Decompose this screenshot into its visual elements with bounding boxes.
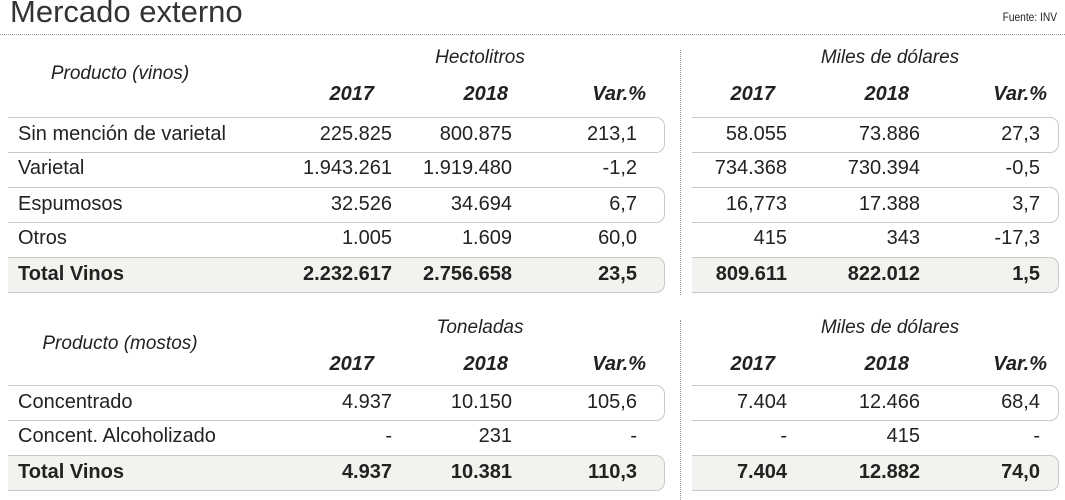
value-cell: -	[1033, 425, 1040, 447]
value-cell: 27,3	[1001, 123, 1040, 145]
unit-header-right: Miles de dólares	[820, 317, 960, 338]
product-header: Producto (mostos)	[42, 333, 198, 354]
year-header: Var.%	[592, 353, 646, 375]
section-separator	[680, 50, 681, 295]
value-cell: 1.609	[461, 227, 512, 249]
value-cell: 105,6	[586, 391, 637, 413]
value-cell: 7.404	[736, 461, 787, 483]
year-header: Var.%	[993, 353, 1047, 375]
value-cell: 73.886	[858, 123, 920, 145]
table-row: - 415 -	[692, 420, 1058, 454]
value-cell: 12.882	[858, 461, 920, 483]
page-title: Mercado externo	[10, 0, 243, 29]
value-cell: 1.919.480	[423, 157, 512, 179]
value-cell: 225.825	[319, 123, 392, 145]
value-cell: 23,5	[598, 263, 637, 285]
value-cell: 10.381	[450, 461, 512, 483]
table-row: 58.055 73.886 27,3	[692, 117, 1059, 153]
value-cell: 110,3	[588, 461, 637, 483]
value-cell: 7.404	[736, 391, 787, 413]
row-label: Varietal	[18, 157, 85, 179]
value-cell: 4.937	[341, 461, 392, 483]
value-cell: 231	[478, 425, 512, 447]
value-cell: -	[780, 425, 787, 447]
year-header: 2017	[329, 83, 375, 105]
value-cell: 1.005	[341, 227, 392, 249]
value-cell: 10.150	[450, 391, 512, 413]
unit-header-left: Toneladas	[436, 317, 524, 338]
value-cell: 2.232.617	[303, 263, 392, 285]
value-cell: 822.012	[847, 263, 920, 285]
value-cell: 734.368	[714, 157, 787, 179]
year-header: 2017	[730, 353, 776, 375]
unit-header-left: Hectolitros	[435, 47, 525, 68]
value-cell: 213,1	[586, 123, 637, 145]
value-cell: -	[385, 425, 392, 447]
row-label: Espumosos	[18, 193, 123, 215]
value-cell: 2.756.658	[423, 263, 512, 285]
value-cell: -0,5	[1005, 157, 1040, 179]
value-cell: -	[630, 425, 637, 447]
year-header: 2018	[463, 83, 509, 105]
row-label: Otros	[18, 227, 67, 249]
value-cell: 800.875	[439, 123, 512, 145]
table-row: Varietal 1.943.261 1.919.480 -1,2	[8, 152, 664, 186]
table-row: Otros 1.005 1.609 60,0	[8, 222, 664, 256]
table-row: 734.368 730.394 -0,5	[692, 152, 1058, 186]
year-header: 2017	[329, 353, 375, 375]
table-row: Sin mención de varietal 225.825 800.875 213…	[8, 117, 665, 153]
year-header: 2018	[463, 353, 509, 375]
table-row: Concentrado 4.937 10.150 105,6	[8, 385, 665, 421]
row-label: Total Vinos	[18, 461, 124, 483]
table-row: Concent. Alcoholizado - 231 -	[8, 420, 664, 454]
total-row: 7.404 12.882 74,0	[692, 455, 1059, 491]
row-label: Total Vinos	[18, 263, 124, 285]
product-header: Producto (vinos)	[50, 63, 190, 84]
value-cell: 34.694	[450, 193, 512, 215]
row-label: Sin mención de varietal	[18, 123, 226, 145]
divider	[0, 34, 1065, 35]
value-cell: 6,7	[609, 193, 637, 215]
year-header: Var.%	[993, 83, 1047, 105]
table-row: 16,773 17.388 3,7	[692, 187, 1059, 223]
source-note: Fuente: INV	[1002, 10, 1057, 24]
row-label: Concent. Alcoholizado	[18, 425, 216, 447]
total-row: Total Vinos 2.232.617 2.756.658 23,5	[8, 257, 665, 293]
year-header: 2018	[864, 83, 910, 105]
value-cell: 4.937	[341, 391, 392, 413]
value-cell: 809.611	[715, 263, 787, 285]
value-cell: -1,2	[602, 157, 637, 179]
value-cell: 17.388	[858, 193, 920, 215]
table-row: 7.404 12.466 68,4	[692, 385, 1059, 421]
table-row: Espumosos 32.526 34.694 6,7	[8, 187, 665, 223]
value-cell: 1.943.261	[303, 157, 392, 179]
value-cell: 16,773	[725, 193, 787, 215]
year-header: 2018	[864, 353, 910, 375]
value-cell: 343	[886, 227, 920, 249]
value-cell: 415	[886, 425, 920, 447]
year-header: 2017	[730, 83, 776, 105]
value-cell: 12.466	[858, 391, 920, 413]
total-row: Total Vinos 4.937 10.381 110,3	[8, 455, 665, 491]
value-cell: 32.526	[330, 193, 392, 215]
section-separator	[680, 320, 681, 500]
value-cell: 1,5	[1012, 263, 1040, 285]
value-cell: 74,0	[1001, 461, 1040, 483]
total-row: 809.611 822.012 1,5	[692, 257, 1059, 293]
value-cell: 3,7	[1012, 193, 1040, 215]
value-cell: 415	[753, 227, 787, 249]
unit-header-right: Miles de dólares	[820, 47, 960, 68]
table-row: 415 343 -17,3	[692, 222, 1058, 256]
value-cell: 58.055	[725, 123, 787, 145]
value-cell: -17,3	[994, 227, 1040, 249]
row-label: Concentrado	[18, 391, 133, 413]
value-cell: 730.394	[847, 157, 920, 179]
value-cell: 60,0	[598, 227, 637, 249]
year-header: Var.%	[592, 83, 646, 105]
value-cell: 68,4	[1001, 391, 1040, 413]
